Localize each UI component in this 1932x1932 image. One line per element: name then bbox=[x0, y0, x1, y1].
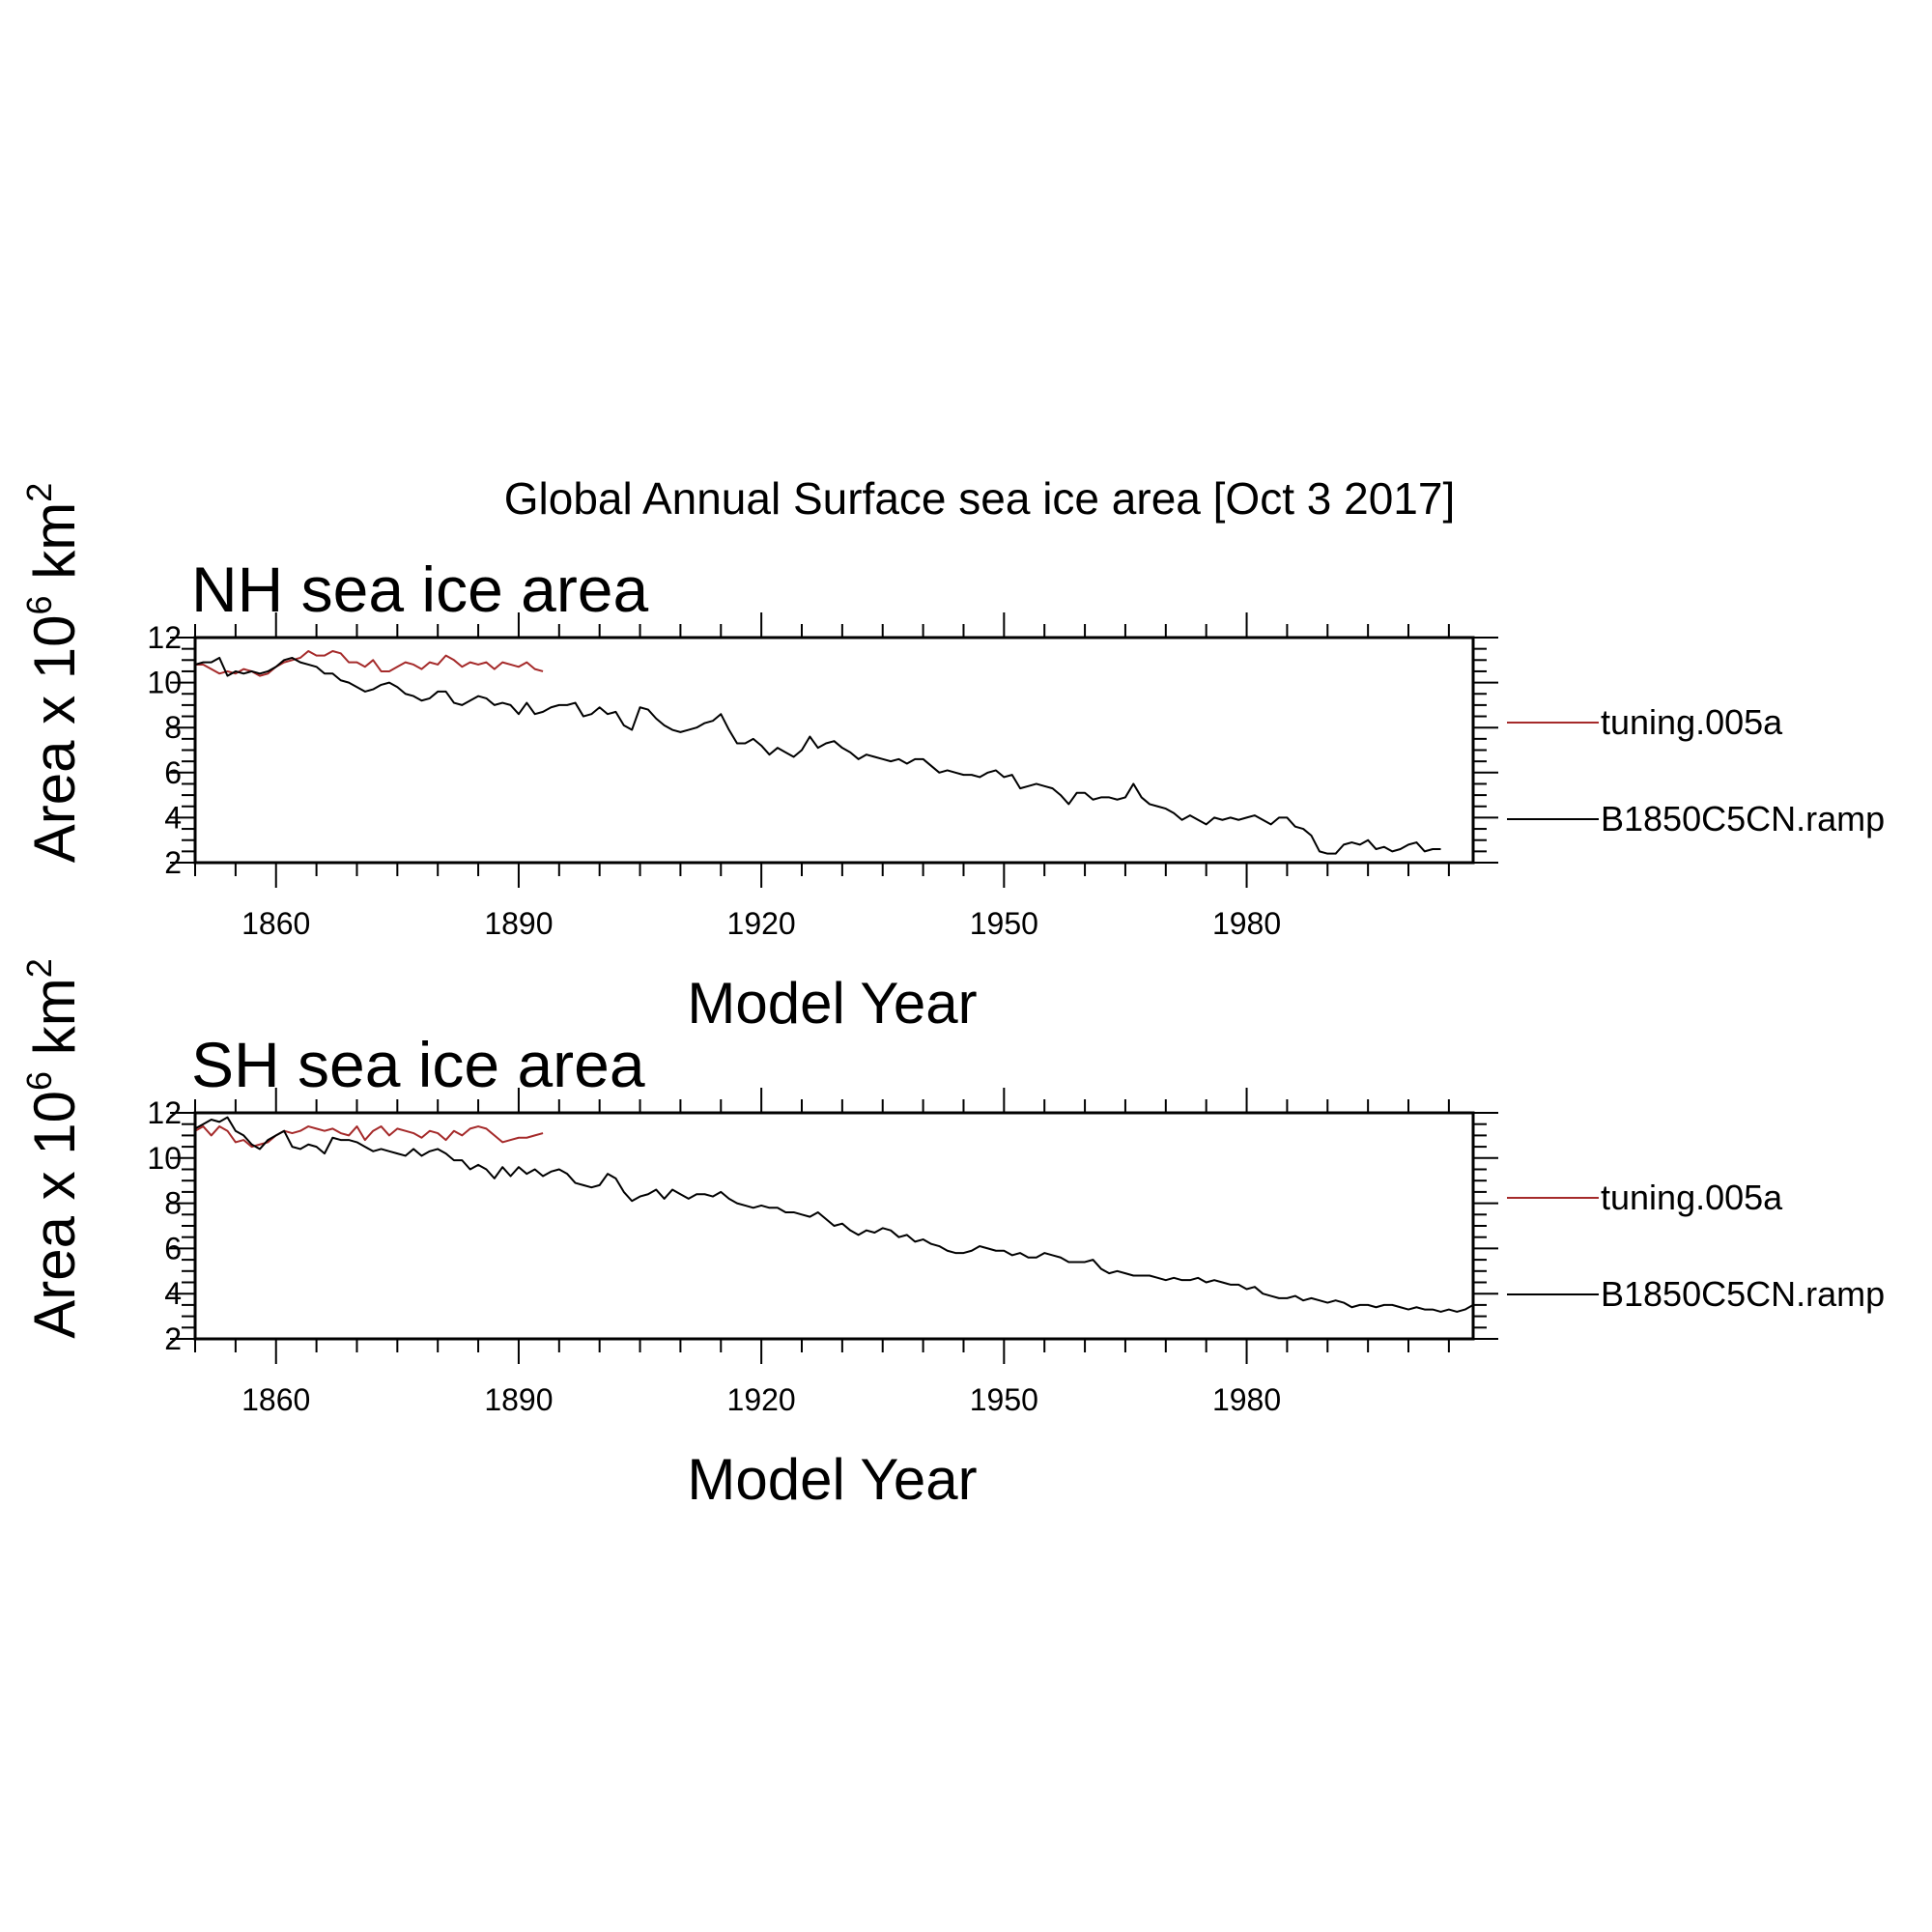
y-tick-label: 4 bbox=[164, 800, 182, 835]
y-tick-label: 6 bbox=[164, 1231, 182, 1265]
y-tick-label: 8 bbox=[164, 710, 182, 745]
legend-label-1: B1850C5CN.ramp bbox=[1601, 1274, 1885, 1314]
legend-label-0: tuning.005a bbox=[1601, 702, 1783, 742]
panel-title: NH sea ice area bbox=[191, 554, 649, 625]
x-tick-label: 1950 bbox=[970, 1382, 1038, 1417]
panel-title: SH sea ice area bbox=[191, 1029, 645, 1100]
y-tick-label: 2 bbox=[164, 845, 182, 880]
figure-title: Global Annual Surface sea ice area [Oct … bbox=[504, 473, 1456, 524]
legend-label-0: tuning.005a bbox=[1601, 1178, 1783, 1217]
y-axis-label: Area x 106 km2 bbox=[19, 958, 87, 1339]
x-tick-label: 1980 bbox=[1212, 1382, 1281, 1417]
series-line-1 bbox=[194, 1116, 1474, 1313]
x-tick-label: 1920 bbox=[727, 1382, 796, 1417]
x-tick-label: 1890 bbox=[484, 906, 553, 941]
nh-panel: NH sea ice area 1860 1890 1920 1950 1980 2 4 6 8 1… bbox=[19, 483, 1885, 1036]
y-axis-label-exp1: 6 bbox=[19, 595, 59, 614]
y-axis-label-exp1: 6 bbox=[19, 1071, 59, 1091]
y-tick-label: 10 bbox=[147, 666, 182, 700]
y-axis-label-pre: Area x 10 bbox=[22, 1091, 87, 1339]
y-tick-label: 4 bbox=[164, 1276, 182, 1311]
y-tick-label: 8 bbox=[164, 1186, 182, 1221]
series-line-1 bbox=[194, 656, 1441, 855]
y-tick-label: 12 bbox=[147, 1095, 182, 1130]
x-tick-label: 1920 bbox=[727, 906, 796, 941]
y-tick-label: 2 bbox=[164, 1321, 182, 1356]
legend-label-1: B1850C5CN.ramp bbox=[1601, 799, 1885, 838]
x-tick-label: 1860 bbox=[242, 906, 310, 941]
y-axis-label-mid: km bbox=[22, 502, 87, 596]
x-axis-label: Model Year bbox=[687, 1447, 977, 1512]
y-axis-label: Area x 106 km2 bbox=[19, 483, 87, 864]
y-tick-label: 10 bbox=[147, 1141, 182, 1176]
y-axis-label-exp2: 2 bbox=[19, 958, 59, 978]
y-tick-label: 6 bbox=[164, 755, 182, 790]
x-tick-label: 1950 bbox=[970, 906, 1038, 941]
y-axis-label-pre: Area x 10 bbox=[22, 614, 87, 863]
x-axis-label: Model Year bbox=[687, 971, 977, 1036]
x-tick-label: 1890 bbox=[484, 1382, 553, 1417]
y-axis-label-exp2: 2 bbox=[19, 483, 59, 502]
sh-panel: SH sea ice area 1860 1890 1920 1950 1980 2 4 6 8 1… bbox=[19, 958, 1885, 1512]
x-tick-label: 1980 bbox=[1212, 906, 1281, 941]
y-axis-label-mid: km bbox=[22, 978, 87, 1071]
series-line-0 bbox=[194, 1125, 544, 1149]
y-tick-label: 12 bbox=[147, 620, 182, 655]
x-tick-label: 1860 bbox=[242, 1382, 310, 1417]
